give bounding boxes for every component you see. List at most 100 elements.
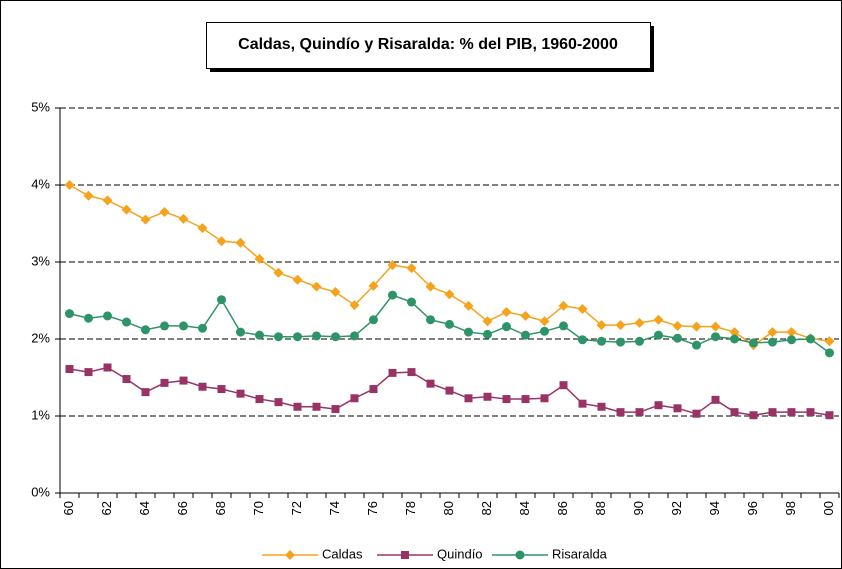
chart-title: Caldas, Quindío y Risaralda: % del PIB, …: [238, 36, 618, 53]
data-point: [711, 332, 720, 342]
data-point: [426, 315, 435, 325]
data-point: [350, 331, 359, 341]
data-point: [83, 190, 94, 201]
data-point: [578, 335, 587, 345]
data-point: [730, 334, 739, 344]
data-point: [577, 303, 588, 314]
data-point: [615, 320, 626, 331]
data-point: [350, 394, 359, 403]
data-point: [102, 195, 113, 206]
data-point: [502, 395, 511, 404]
legend-marker: [285, 550, 295, 560]
data-point: [349, 300, 360, 311]
data-point: [274, 332, 283, 342]
data-point: [483, 329, 492, 339]
legend-marker: [401, 551, 409, 559]
data-point: [521, 330, 530, 340]
data-point: [84, 313, 93, 323]
data-point: [235, 237, 246, 248]
data-point: [330, 287, 341, 298]
x-tick-label: 94: [707, 501, 722, 515]
x-tick-label: 00: [821, 501, 836, 515]
x-tick-label: 64: [137, 501, 152, 515]
data-point: [369, 385, 378, 394]
data-point: [369, 315, 378, 325]
data-point: [559, 321, 568, 331]
data-point: [711, 395, 720, 404]
data-point: [483, 392, 492, 401]
data-point: [806, 408, 815, 417]
data-point: [255, 395, 264, 404]
x-tick-label: 66: [175, 501, 190, 515]
data-point: [464, 394, 473, 403]
data-point: [141, 325, 150, 335]
data-point: [65, 309, 74, 319]
data-point: [426, 379, 435, 388]
y-tick-label: 2%: [31, 330, 50, 345]
x-tick-label: 72: [289, 501, 304, 515]
data-point: [312, 331, 321, 341]
data-point: [274, 398, 283, 407]
data-point: [160, 378, 169, 387]
data-point: [597, 336, 606, 346]
data-point: [425, 281, 436, 292]
data-point: [121, 204, 132, 215]
legend-label: Risaralda: [552, 546, 608, 561]
y-tick-label: 1%: [31, 407, 50, 422]
data-point: [596, 320, 607, 331]
data-point: [406, 263, 417, 274]
data-point: [635, 408, 644, 417]
data-point: [578, 399, 587, 408]
data-point: [197, 223, 208, 234]
data-point: [710, 321, 721, 332]
data-point: [198, 382, 207, 391]
data-point: [254, 253, 265, 264]
data-point: [786, 327, 797, 338]
data-point: [387, 260, 398, 271]
data-point: [501, 307, 512, 318]
data-point: [84, 368, 93, 377]
data-point: [616, 337, 625, 347]
data-point: [558, 300, 569, 311]
data-point: [236, 327, 245, 337]
data-point: [388, 290, 397, 300]
x-tick-label: 86: [555, 501, 570, 515]
data-point: [463, 300, 474, 311]
data-point: [179, 376, 188, 385]
data-point: [730, 408, 739, 417]
data-point: [293, 402, 302, 411]
data-point: [312, 402, 321, 411]
data-point: [388, 368, 397, 377]
x-tick-label: 78: [403, 501, 418, 515]
data-point: [122, 375, 131, 384]
data-point: [273, 267, 284, 278]
data-point: [616, 408, 625, 417]
data-point: [407, 368, 416, 377]
y-tick-label: 4%: [31, 176, 50, 191]
data-point: [597, 402, 606, 411]
data-point: [445, 319, 454, 329]
data-point: [749, 411, 758, 420]
data-point: [653, 314, 664, 325]
x-tick-label: 82: [479, 501, 494, 515]
y-tick-label: 3%: [31, 253, 50, 268]
data-point: [178, 213, 189, 224]
legend-marker: [515, 550, 525, 560]
data-point: [217, 385, 226, 394]
legend-label: Quindío: [437, 546, 483, 561]
x-tick-label: 60: [61, 501, 76, 515]
data-point: [140, 214, 151, 225]
data-point: [331, 405, 340, 414]
data-point: [540, 394, 549, 403]
x-tick-label: 92: [669, 501, 684, 515]
data-point: [293, 332, 302, 342]
data-point: [216, 236, 227, 247]
data-point: [482, 316, 493, 327]
data-point: [729, 327, 740, 338]
y-tick-label: 5%: [31, 99, 50, 114]
data-point: [806, 334, 815, 344]
data-point: [654, 401, 663, 410]
data-point: [540, 326, 549, 336]
data-point: [654, 330, 663, 340]
